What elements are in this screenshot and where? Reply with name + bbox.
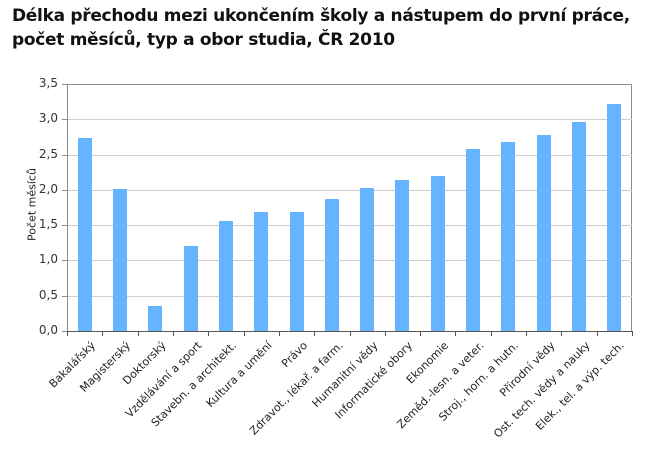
chart-title: Délka přechodu mezi ukončením školy a ná… xyxy=(12,6,630,50)
bar xyxy=(501,141,516,331)
y-tick-label: 0,5 xyxy=(38,288,58,302)
gridline xyxy=(68,119,632,120)
x-tick xyxy=(244,331,245,336)
bar xyxy=(536,134,551,331)
y-tick-label: 1,0 xyxy=(38,252,58,266)
y-axis xyxy=(67,84,68,332)
y-tick xyxy=(62,155,67,156)
bar xyxy=(77,138,92,331)
y-tick xyxy=(62,331,67,332)
x-tick xyxy=(491,331,492,336)
x-tick xyxy=(350,331,351,336)
bar xyxy=(607,104,622,331)
gridline xyxy=(68,260,632,261)
gridline xyxy=(68,296,632,297)
bar xyxy=(572,122,587,331)
y-tick xyxy=(62,190,67,191)
bar xyxy=(254,212,269,331)
y-tick-label: 2,5 xyxy=(38,147,58,161)
gridline xyxy=(68,190,632,191)
gridline xyxy=(68,225,632,226)
bar xyxy=(148,305,163,331)
y-tick-label: 2,0 xyxy=(38,182,58,196)
bar xyxy=(289,212,304,331)
bar xyxy=(360,188,375,331)
x-tick xyxy=(173,331,174,336)
x-tick-label: Právo xyxy=(278,339,310,371)
x-tick xyxy=(138,331,139,336)
x-tick-label: Kultura a umění xyxy=(203,339,275,411)
x-tick xyxy=(526,331,527,336)
x-tick xyxy=(632,331,633,336)
x-tick xyxy=(67,331,68,336)
y-tick-label: 3,0 xyxy=(38,111,58,125)
x-tick xyxy=(561,331,562,336)
x-tick xyxy=(314,331,315,336)
bar xyxy=(466,148,481,331)
y-tick-label: 1,5 xyxy=(38,217,58,231)
bar xyxy=(183,246,198,331)
bar xyxy=(218,220,233,331)
y-tick xyxy=(62,225,67,226)
x-axis xyxy=(67,331,633,332)
plot-area xyxy=(67,84,632,331)
y-tick-label: 3,5 xyxy=(38,76,58,90)
bar xyxy=(430,176,445,331)
y-axis-title: Počet měsíců xyxy=(25,168,39,241)
gridline xyxy=(68,155,632,156)
y-tick xyxy=(62,119,67,120)
x-tick xyxy=(455,331,456,336)
x-tick xyxy=(420,331,421,336)
x-tick xyxy=(208,331,209,336)
bar xyxy=(112,189,127,331)
y-tick xyxy=(62,84,67,85)
x-tick xyxy=(385,331,386,336)
y-tick xyxy=(62,296,67,297)
y-tick-label: 0,0 xyxy=(38,323,58,337)
x-tick xyxy=(597,331,598,336)
x-tick xyxy=(279,331,280,336)
y-tick xyxy=(62,260,67,261)
x-tick xyxy=(102,331,103,336)
bar xyxy=(324,199,339,331)
bar xyxy=(395,179,410,331)
